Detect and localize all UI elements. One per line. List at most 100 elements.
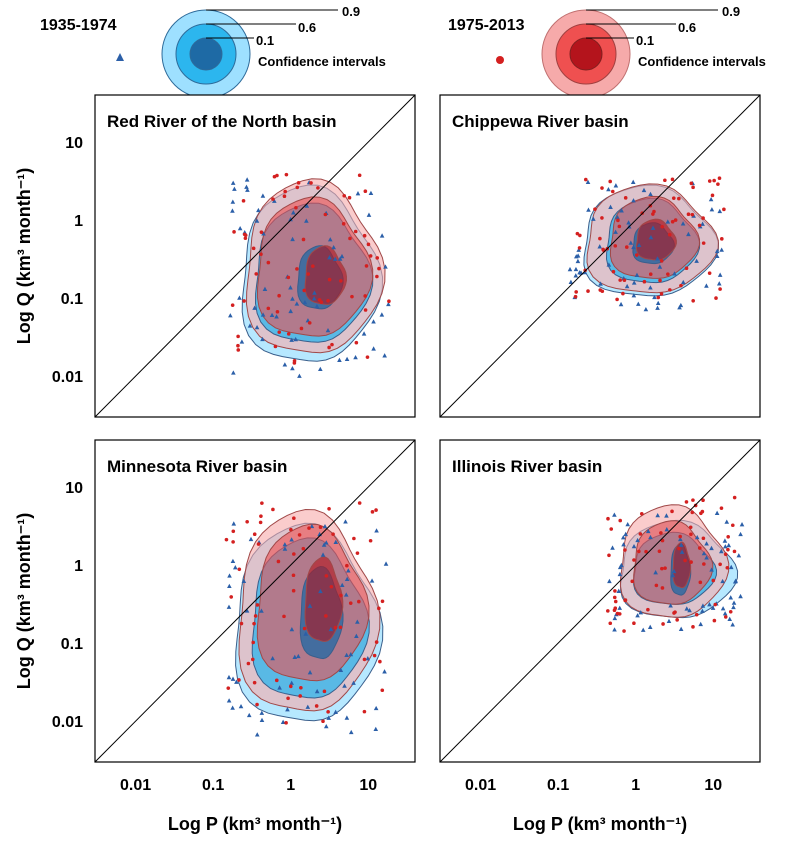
- point-period1: [618, 301, 624, 307]
- point-period2: [618, 278, 622, 282]
- point-period1: [261, 231, 266, 236]
- point-period1: [296, 653, 301, 659]
- point-period1: [248, 536, 254, 542]
- point-period2: [701, 241, 706, 245]
- point-period1: [666, 618, 672, 624]
- point-period1: [591, 216, 596, 221]
- point-period2: [600, 289, 605, 294]
- point-period1: [345, 568, 351, 573]
- x-tick-label: 1: [286, 777, 295, 794]
- point-period1: [635, 613, 640, 618]
- point-period2: [298, 694, 303, 698]
- point-period2: [720, 237, 724, 241]
- point-period2: [670, 177, 675, 182]
- point-period2: [660, 586, 665, 590]
- point-period1: [366, 212, 372, 217]
- point-period1: [701, 551, 707, 556]
- point-period2: [252, 621, 256, 626]
- point-period2: [593, 207, 597, 211]
- point-period2: [728, 610, 733, 614]
- point-period2: [377, 606, 381, 611]
- point-period1: [351, 680, 356, 685]
- point-period2: [577, 246, 582, 250]
- point-period1: [577, 270, 582, 275]
- panel-3: Minnesota River basin 0.01 0.1 1 10 0.01 0.1 1 1…: [14, 439, 416, 834]
- point-period2: [637, 549, 641, 554]
- point-period2: [375, 256, 380, 260]
- point-period1: [700, 608, 705, 613]
- point-period1: [616, 588, 622, 593]
- point-period2: [302, 626, 307, 631]
- point-period1: [738, 593, 743, 599]
- point-period2: [689, 560, 693, 564]
- point-period2: [345, 563, 349, 568]
- point-period2: [357, 501, 362, 505]
- point-period1: [671, 568, 677, 574]
- point-period2: [646, 607, 650, 612]
- point-period2: [342, 194, 347, 198]
- point-period2: [291, 573, 296, 578]
- point-period1: [648, 235, 654, 240]
- point-period1: [369, 578, 375, 583]
- point-period2: [236, 334, 240, 339]
- point-period1: [309, 523, 315, 529]
- point-period2: [299, 685, 303, 690]
- point-period2: [718, 287, 722, 291]
- point-period2: [613, 606, 618, 611]
- point-period2: [717, 176, 722, 180]
- point-period1: [344, 576, 350, 582]
- point-period1: [573, 266, 579, 272]
- point-period1: [282, 546, 288, 551]
- point-period1: [382, 669, 387, 674]
- point-period1: [720, 606, 726, 611]
- point-period1: [337, 256, 343, 261]
- point-period1: [297, 373, 302, 378]
- point-period1: [327, 255, 332, 260]
- point-period1: [230, 180, 236, 185]
- point-period2: [670, 509, 674, 514]
- point-period1: [230, 199, 236, 204]
- point-period1: [707, 602, 712, 607]
- y-tick-label: 1: [74, 558, 83, 575]
- point-period1: [694, 534, 700, 540]
- point-period1: [619, 562, 624, 568]
- point-period1: [704, 541, 709, 546]
- point-period2: [368, 254, 373, 258]
- point-period1: [717, 208, 723, 214]
- point-period1: [321, 542, 327, 547]
- panels: Red River of the North basin 0.01 0.1 1 10 Lo…: [14, 94, 761, 834]
- point-period2: [672, 611, 676, 615]
- point-period1: [289, 337, 294, 342]
- point-period2: [324, 614, 328, 618]
- one-to-one-line: [440, 95, 760, 417]
- point-period2: [644, 549, 648, 554]
- point-period2: [617, 224, 622, 229]
- point-period1: [355, 619, 360, 624]
- legend-period2-ring-01: [569, 37, 603, 71]
- point-period2: [321, 719, 325, 724]
- point-period1: [277, 685, 282, 690]
- point-period1: [714, 248, 720, 254]
- point-period2: [301, 237, 306, 242]
- point-period2: [231, 540, 235, 544]
- point-period2: [723, 615, 728, 619]
- point-period2: [613, 599, 618, 604]
- legend-period1-caption: Confidence intervals: [258, 54, 386, 69]
- point-period1: [227, 583, 232, 589]
- point-period2: [677, 546, 681, 551]
- point-period1: [617, 605, 623, 610]
- point-period2: [232, 230, 236, 234]
- point-period2: [678, 534, 682, 539]
- point-period1: [665, 219, 671, 224]
- point-period1: [678, 626, 684, 631]
- point-period2: [618, 518, 623, 523]
- panel-plot-area: [440, 95, 760, 417]
- point-period1: [643, 306, 649, 312]
- point-period2: [659, 531, 663, 535]
- point-period1: [244, 184, 249, 189]
- legend-period1-label: 1935-1974: [40, 17, 117, 34]
- point-period2: [251, 246, 256, 251]
- one-to-one-line: [440, 440, 760, 762]
- point-period1: [342, 683, 347, 688]
- one-to-one-line: [95, 95, 415, 417]
